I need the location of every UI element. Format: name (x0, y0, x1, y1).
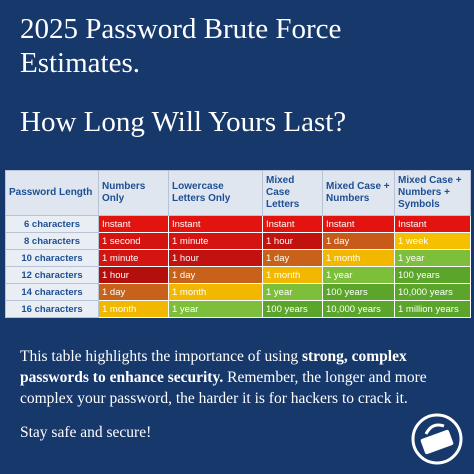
text: This table highlights the importance of … (20, 348, 302, 365)
table-body: 6 characters Instant Instant Instant Instant… (5, 215, 471, 318)
column-header: Lowercase Letters Only (168, 170, 263, 216)
row-header: 8 characters (5, 232, 99, 250)
cell: 1 hour (262, 232, 323, 250)
cell: Instant (322, 215, 395, 233)
row-header: 6 characters (5, 215, 99, 233)
column-header: Mixed Case Letters (262, 170, 323, 216)
column-header: Mixed Case + Numbers + Symbols (394, 170, 471, 216)
cell: 10,000 years (394, 283, 471, 301)
row-header: 14 characters (5, 283, 99, 301)
cell: Instant (394, 215, 471, 233)
table-row: 14 characters 1 day 1 month 1 year 100 years… (5, 283, 471, 301)
cell: Instant (168, 215, 263, 233)
subtitle: How Long Will Yours Last? (20, 106, 347, 138)
cell: 1 day (168, 266, 263, 284)
cell: 1 year (262, 283, 323, 301)
row-header: 12 characters (5, 266, 99, 284)
cell: 1 day (322, 232, 395, 250)
table-row: 16 characters 1 month 1 year 100 years 10,00… (5, 300, 471, 318)
cell: 1 day (262, 249, 323, 267)
cell: 1 month (168, 283, 263, 301)
cell: 1 hour (168, 249, 263, 267)
cell: 1 minute (98, 249, 169, 267)
cell: 1 year (168, 300, 263, 318)
cell: Instant (98, 215, 169, 233)
cell: 1 month (322, 249, 395, 267)
cell: 1 day (98, 283, 169, 301)
cell: 1 hour (98, 266, 169, 284)
table-row: 12 characters 1 hour 1 day 1 month 1 year 100… (5, 266, 471, 284)
cell: 100 years (262, 300, 323, 318)
paragraph: This table highlights the importance of … (20, 346, 460, 409)
title: 2025 Password Brute Force Estimates. (20, 13, 342, 79)
cell: 1 second (98, 232, 169, 250)
table-row: 10 characters 1 minute 1 hour 1 day 1 month 1… (5, 249, 471, 267)
column-header: Numbers Only (98, 170, 169, 216)
text: Remember, the longer and more complex yo… (20, 369, 427, 407)
estimate-table: Password Length Numbers Only Lowercase Let… (5, 170, 471, 318)
cell: 1 million years (394, 300, 471, 318)
table-row: 6 characters Instant Instant Instant Instant… (5, 215, 471, 233)
row-header: 10 characters (5, 249, 99, 267)
row-header: 16 characters (5, 300, 99, 318)
bold-text: strong, complex passwords to enhance sec… (20, 348, 407, 386)
cell: Instant (262, 215, 323, 233)
cell: 1 month (262, 266, 323, 284)
header-row: Password Length Numbers Only Lowercase Let… (5, 170, 471, 216)
cell: 100 years (394, 266, 471, 284)
cell: 100 years (322, 283, 395, 301)
cell: 1 week (394, 232, 471, 250)
closing: Stay safe and secure! (20, 424, 152, 441)
cell: 1 year (394, 249, 471, 267)
logo (411, 413, 463, 465)
table-row: 8 characters 1 second 1 minute 1 hour 1 day 1… (5, 232, 471, 250)
column-header: Mixed Case + Numbers (322, 170, 395, 216)
column-header: Password Length (5, 170, 99, 216)
cell: 1 minute (168, 232, 263, 250)
cell: 1 month (98, 300, 169, 318)
cell: 1 year (322, 266, 395, 284)
cell: 10,000 years (322, 300, 395, 318)
